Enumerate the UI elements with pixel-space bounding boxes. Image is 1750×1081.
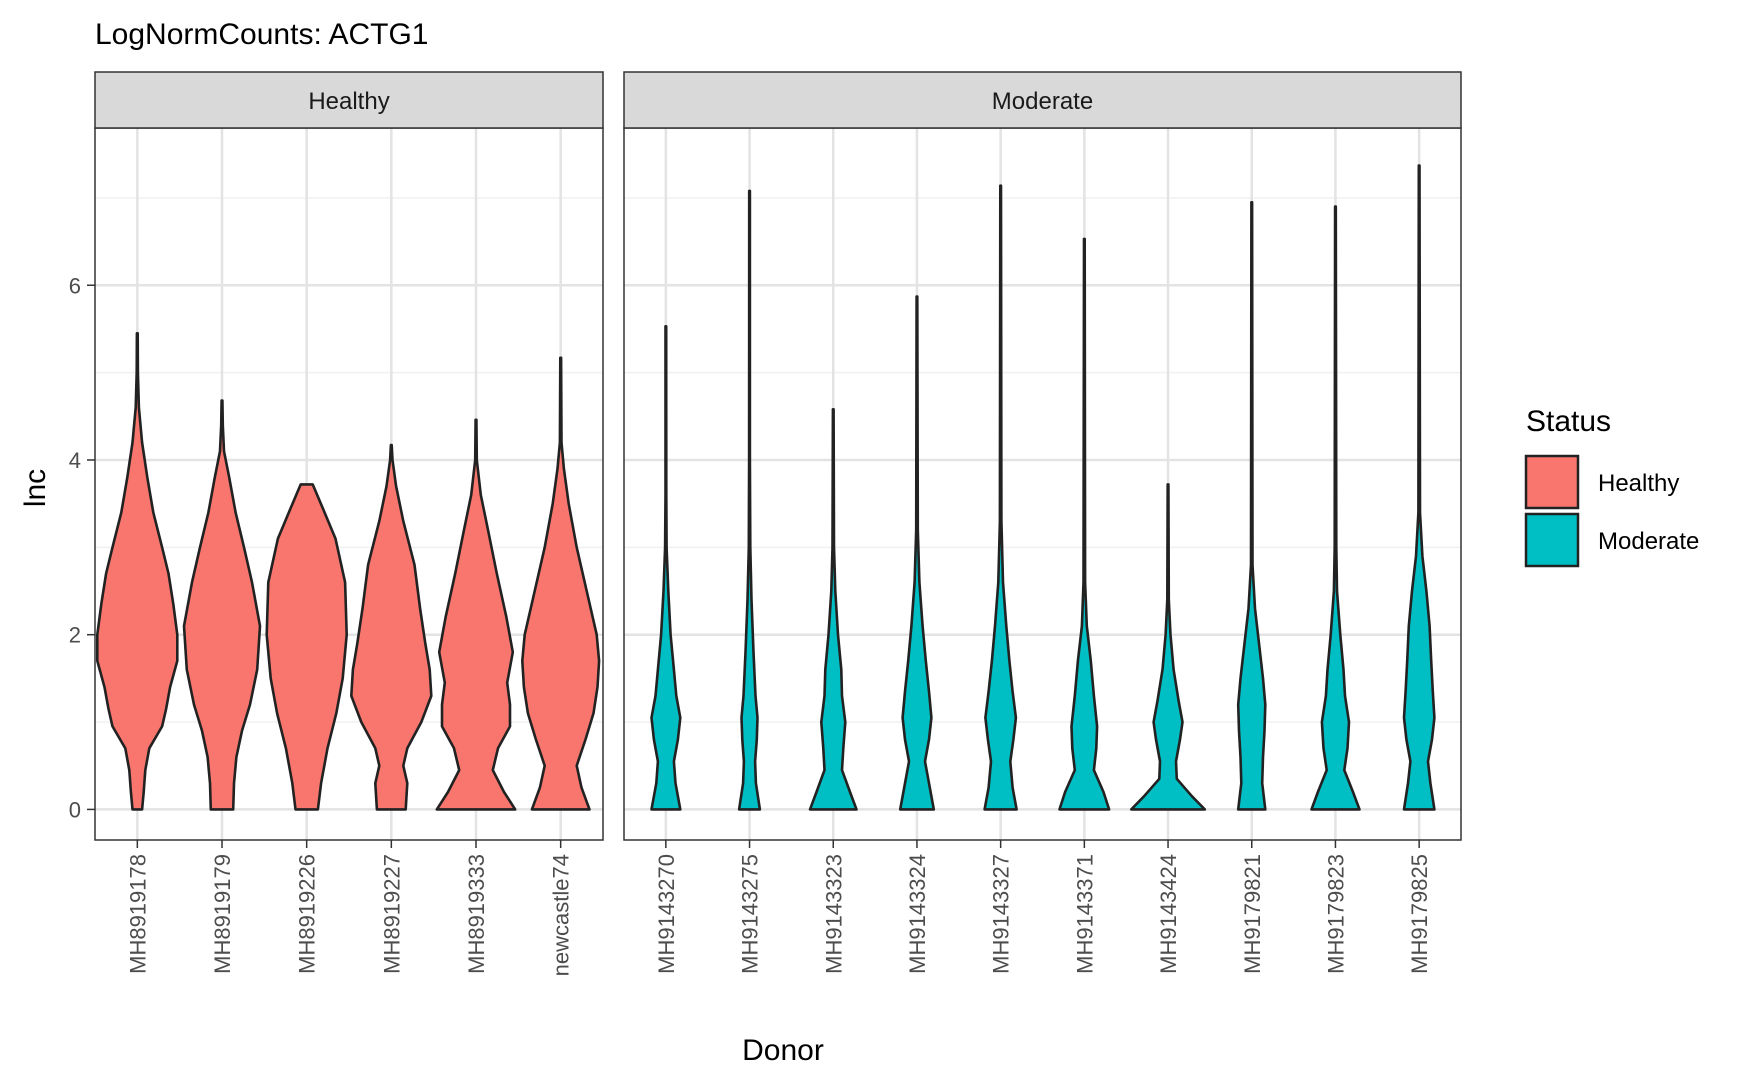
legend-title: Status: [1526, 405, 1611, 438]
violin-MH8919178: [96, 332, 179, 811]
violin-MH9143324: [898, 295, 936, 811]
x-tick-label: MH8919227: [379, 854, 404, 974]
violin-MH9143424: [1130, 483, 1207, 811]
violin-MH8919179: [182, 399, 262, 811]
panel-moderate: Moderate MH9143270 MH9143275 MH9143323 MH914…: [623, 71, 1462, 974]
violin-MH9143371: [1058, 237, 1111, 811]
violin-MH9143270: [650, 325, 682, 811]
x-tick-label: MH9179823: [1323, 854, 1348, 974]
chart-title: LogNormCounts: ACTG1: [95, 18, 428, 51]
x-tick-label: MH9143371: [1072, 854, 1097, 974]
x-tick-label: MH9143324: [905, 854, 930, 974]
violin-MH9179821: [1236, 201, 1267, 811]
x-tick-label: MH8919226: [295, 854, 320, 974]
violin-newcastle74: [521, 356, 601, 811]
x-tick-label: MH9179825: [1407, 854, 1432, 974]
x-tick-label: MH9143323: [821, 854, 846, 974]
violin-MH9179825: [1402, 164, 1436, 811]
panel-healthy: Healthy MH8919178 MH8919179 MH8919226 MH8919…: [69, 71, 604, 976]
y-axis-title: lnc: [19, 469, 52, 507]
y-tick-label: 0: [69, 797, 81, 822]
violin-MH9179823: [1310, 205, 1361, 811]
legend: Status Healthy Moderate: [1524, 405, 1699, 568]
x-tick-label: MH9143327: [989, 854, 1014, 974]
legend-entry-healthy: Healthy: [1524, 454, 1679, 510]
y-tick-label: 4: [69, 448, 81, 473]
x-tick-label: MH8919178: [125, 854, 150, 974]
panel-background: [95, 128, 603, 840]
x-tick-label: newcastle74: [549, 854, 574, 976]
y-tick-label: 2: [69, 623, 81, 648]
violin-MH9143323: [808, 408, 858, 811]
violin-MH8919227: [350, 443, 433, 811]
legend-key: [1524, 512, 1580, 568]
legend-key: [1524, 454, 1580, 510]
x-tick-label: MH9143275: [738, 854, 763, 974]
x-tick-label: MH8919179: [210, 854, 235, 974]
strip-label: Healthy: [308, 88, 389, 115]
legend-label: Moderate: [1598, 528, 1699, 555]
strip-healthy: [94, 71, 604, 129]
violin-MH9143275: [737, 189, 762, 811]
legend-label: Healthy: [1598, 470, 1679, 497]
legend-entry-moderate: Moderate: [1524, 512, 1699, 568]
strip-moderate: [623, 71, 1462, 129]
violin-MH8919226: [265, 483, 348, 811]
y-tick-label: 6: [69, 273, 81, 298]
x-axis-title: Donor: [742, 1034, 824, 1067]
x-tick-label: MH9179821: [1240, 854, 1265, 974]
x-tick-label: MH9143270: [654, 854, 679, 974]
x-tick-label: MH8919333: [464, 854, 489, 974]
strip-label: Moderate: [992, 88, 1093, 115]
violin-MH9143327: [983, 184, 1018, 811]
violin-MH8919333: [435, 418, 517, 811]
x-tick-label: MH9143424: [1156, 854, 1181, 974]
